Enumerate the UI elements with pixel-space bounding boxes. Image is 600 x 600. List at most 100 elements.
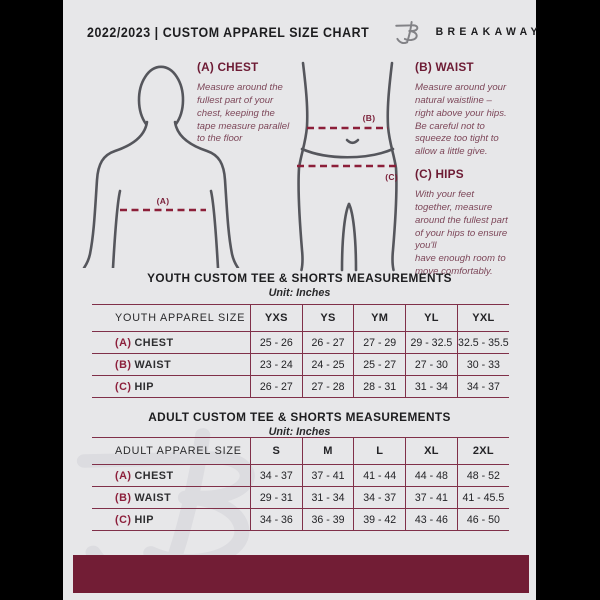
- size-value: 29 - 32.5: [405, 331, 458, 354]
- adult-unit-label: Unit: Inches: [268, 426, 331, 438]
- hips-guide: (C) HIPS With your feet together, measur…: [415, 167, 535, 279]
- left-hip-leg-outline: [297, 61, 309, 272]
- size-value: 36 - 39: [301, 508, 354, 531]
- row-label: (A) CHEST: [115, 336, 174, 349]
- adult-section-title: ADULT CUSTOM TEE & SHORTS MEASUREMENTS: [148, 410, 451, 424]
- size-value: 27 - 29: [353, 331, 406, 354]
- brand-name: BREAKAWAY: [435, 26, 542, 38]
- row-key: (C): [115, 380, 132, 393]
- size-value: 26 - 27: [301, 331, 354, 354]
- left-shoulder-arm-outline: [82, 120, 149, 268]
- page-title: 2022/2023 | CUSTOM APPAREL SIZE CHART: [87, 24, 370, 40]
- size-value: 39 - 42: [353, 508, 406, 531]
- size-value: 30 - 33: [456, 353, 509, 376]
- column-header: YS: [301, 304, 354, 332]
- waist-guide-description: Measure around your natural waistline – …: [415, 82, 507, 158]
- size-value: 27 - 28: [301, 375, 354, 398]
- size-value: 43 - 46: [405, 508, 458, 531]
- waist-line-label: (B): [363, 113, 376, 123]
- size-value: 44 - 48: [405, 464, 458, 487]
- size-value: 37 - 41: [301, 464, 354, 487]
- row-key: (B): [115, 491, 132, 504]
- size-value: 37 - 41: [405, 486, 458, 509]
- size-value: 29 - 31: [250, 486, 303, 509]
- size-value: 34 - 37: [250, 464, 303, 487]
- table-row: (A) CHEST 25 - 26 26 - 27 27 - 29 29 - 32.5 32…: [92, 331, 509, 354]
- size-value: 41 - 45.5: [456, 486, 509, 509]
- brand-logo: BREAKAWAY: [394, 19, 542, 46]
- row-key: (B): [115, 358, 132, 371]
- size-value: 31 - 34: [405, 375, 458, 398]
- size-value: 27 - 30: [405, 353, 458, 376]
- size-value: 26 - 27: [250, 375, 303, 398]
- chest-guide-description: Measure around the fullest part of your …: [197, 82, 290, 145]
- left-torso-line: [111, 189, 122, 268]
- size-value: 34 - 36: [250, 508, 303, 531]
- column-header: S: [250, 437, 303, 465]
- right-hip-leg-outline: [386, 61, 398, 272]
- table-row: (B) WAIST 29 - 31 31 - 34 34 - 37 37 - 41 41 -…: [92, 486, 509, 509]
- table-row: (C) HIP 34 - 36 36 - 39 39 - 42 43 - 46 46 - 5…: [92, 508, 509, 531]
- size-value: 23 - 24: [250, 353, 303, 376]
- table-row: (B) WAIST 23 - 24 24 - 25 25 - 27 27 - 30 30 -…: [92, 353, 509, 376]
- size-value: 34 - 37: [353, 486, 406, 509]
- column-header: YXS: [250, 304, 303, 332]
- size-value: 25 - 27: [353, 353, 406, 376]
- size-value: 28 - 31: [353, 375, 406, 398]
- size-value: 46 - 50: [456, 508, 509, 531]
- column-header: L: [353, 437, 406, 465]
- row-label: (A) CHEST: [115, 469, 174, 482]
- row-label: (B) WAIST: [115, 491, 172, 504]
- waistband-curve: [300, 147, 395, 159]
- column-header: YL: [405, 304, 458, 332]
- chest-line-label: (A): [157, 196, 170, 206]
- row-key: (C): [115, 513, 132, 526]
- waist-guide-heading: (B) WAIST: [415, 60, 474, 74]
- adult-size-table: ADULT APPAREL SIZE S M L XL 2XL (A) CHEST 34 - …: [92, 437, 509, 531]
- right-inner-leg-line: [347, 202, 358, 272]
- table-row: (A) CHEST 34 - 37 37 - 41 41 - 44 44 - 48 48 -…: [92, 464, 509, 487]
- column-header: ADULT APPAREL SIZE: [115, 445, 242, 457]
- table-row: (C) HIP 26 - 27 27 - 28 28 - 31 31 - 34 34 - 3…: [92, 375, 509, 398]
- column-header: M: [301, 437, 354, 465]
- youth-table-header-row: YOUTH APPAREL SIZE YXS YS YM YL YXL: [92, 304, 509, 332]
- hips-line-label: (C): [385, 172, 398, 182]
- size-value: 32.5 - 35.5: [456, 331, 509, 354]
- head-outline: [137, 65, 185, 126]
- row-label: (C) HIP: [115, 380, 154, 393]
- column-header: YXL: [456, 304, 509, 332]
- column-header: XL: [405, 437, 458, 465]
- row-label: (B) WAIST: [115, 358, 172, 371]
- right-torso-line: [209, 189, 220, 268]
- right-shoulder-arm-outline: [173, 120, 240, 268]
- chest-guide: (A) CHEST Measure around the fullest par…: [197, 60, 305, 146]
- youth-unit-label: Unit: Inches: [268, 287, 331, 299]
- navel-mark: [345, 138, 360, 145]
- size-value: 48 - 52: [456, 464, 509, 487]
- hips-guide-heading: (C) HIPS: [415, 167, 464, 181]
- youth-size-table: YOUTH APPAREL SIZE YXS YS YM YL YXL (A) CHEST 2…: [92, 304, 509, 398]
- adult-table-header-row: ADULT APPAREL SIZE S M L XL 2XL: [92, 437, 509, 465]
- size-value: 41 - 44: [353, 464, 406, 487]
- column-header: YM: [353, 304, 406, 332]
- header: 2022/2023 | CUSTOM APPAREL SIZE CHART BR…: [87, 16, 537, 48]
- size-value: 31 - 34: [301, 486, 354, 509]
- size-value: 25 - 26: [250, 331, 303, 354]
- breakaway-b-logo-icon: [394, 19, 421, 46]
- upper-body-diagram: (A): [82, 65, 240, 268]
- column-header: 2XL: [456, 437, 509, 465]
- hips-guide-description: With your feet together, measure around …: [415, 189, 508, 278]
- row-key: (A): [115, 469, 132, 482]
- left-inner-leg-line: [340, 202, 351, 272]
- footer-accent-bar: [73, 555, 529, 593]
- youth-section-title: YOUTH CUSTOM TEE & SHORTS MEASUREMENTS: [147, 271, 452, 285]
- row-label: (C) HIP: [115, 513, 154, 526]
- waist-guide: (B) WAIST Measure around your natural wa…: [415, 60, 529, 159]
- size-value: 34 - 37: [456, 375, 509, 398]
- lower-body-diagram: (B) (C): [297, 61, 398, 272]
- flyer-page: 2022/2023 | CUSTOM APPAREL SIZE CHART BR…: [63, 0, 537, 600]
- column-header: YOUTH APPAREL SIZE: [115, 312, 246, 324]
- size-value: 24 - 25: [301, 353, 354, 376]
- chest-guide-heading: (A) CHEST: [197, 60, 259, 74]
